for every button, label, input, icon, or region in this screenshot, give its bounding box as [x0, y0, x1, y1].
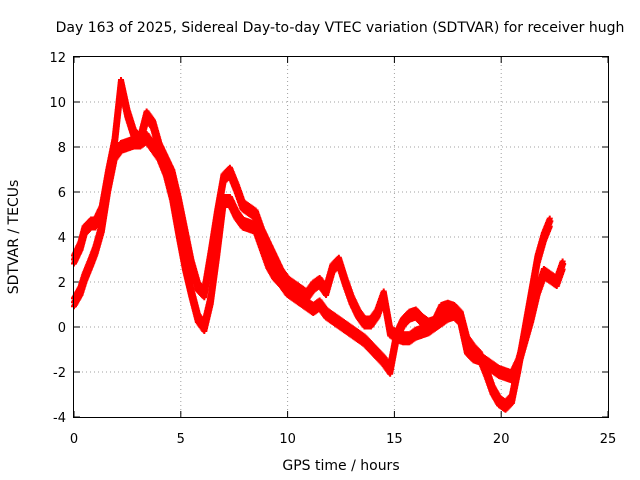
y-tick-label: -2 [53, 366, 66, 381]
series-track-b [71, 131, 567, 384]
grid [74, 57, 608, 417]
y-tick-label: 4 [58, 231, 66, 246]
x-tick-label: 25 [600, 432, 617, 447]
y-tick-label: 12 [49, 51, 66, 66]
y-axis-label: SDTVAR / TECUs [6, 180, 22, 295]
x-tick-label: 15 [386, 432, 403, 447]
y-tick-label: -4 [53, 411, 66, 426]
x-tick-label: 0 [70, 432, 78, 447]
data-points [71, 77, 567, 413]
y-tick-label: 2 [58, 276, 66, 291]
chart-title: Day 163 of 2025, Sidereal Day-to-day VTE… [56, 20, 625, 36]
x-tick-label: 5 [177, 432, 185, 447]
data-point [547, 218, 554, 225]
x-axis-label: GPS time / hours [282, 458, 399, 474]
x-tick-label: 10 [279, 432, 296, 447]
axis-ticks: 0 5 10 15 20 25 -4 -2 0 2 4 6 8 10 12 [49, 51, 616, 447]
x-tick-label: 20 [493, 432, 510, 447]
data-point [546, 223, 553, 230]
plot-frame [73, 56, 609, 418]
y-tick-label: 6 [58, 186, 66, 201]
y-tick-label: 0 [58, 321, 66, 336]
y-tick-label: 8 [58, 141, 66, 156]
y-tick-label: 10 [49, 96, 66, 111]
